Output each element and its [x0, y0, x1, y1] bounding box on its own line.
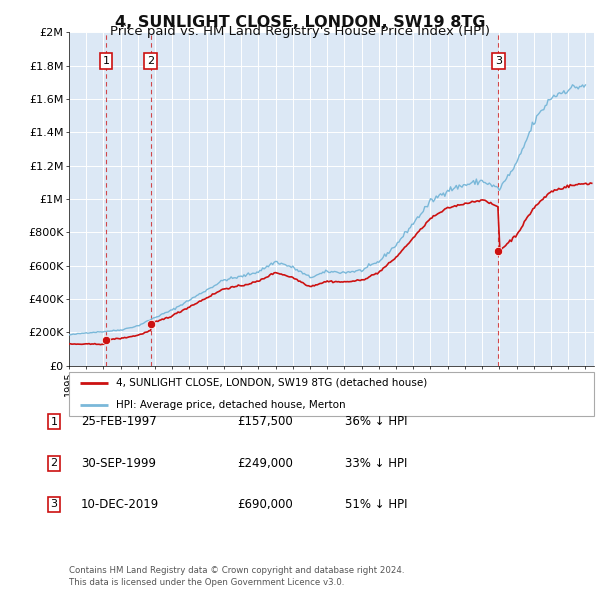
Text: 4, SUNLIGHT CLOSE, LONDON, SW19 8TG (detached house): 4, SUNLIGHT CLOSE, LONDON, SW19 8TG (det… [116, 378, 427, 388]
Text: 3: 3 [495, 56, 502, 65]
Text: Contains HM Land Registry data © Crown copyright and database right 2024.
This d: Contains HM Land Registry data © Crown c… [69, 566, 404, 587]
FancyBboxPatch shape [69, 372, 594, 416]
Text: 3: 3 [50, 500, 58, 509]
Text: 2: 2 [50, 458, 58, 468]
Text: 33% ↓ HPI: 33% ↓ HPI [345, 457, 407, 470]
Text: 4, SUNLIGHT CLOSE, LONDON, SW19 8TG: 4, SUNLIGHT CLOSE, LONDON, SW19 8TG [115, 15, 485, 30]
Text: 10-DEC-2019: 10-DEC-2019 [81, 498, 159, 511]
Text: £249,000: £249,000 [237, 457, 293, 470]
Text: HPI: Average price, detached house, Merton: HPI: Average price, detached house, Mert… [116, 400, 346, 410]
Text: 25-FEB-1997: 25-FEB-1997 [81, 415, 157, 428]
Text: 36% ↓ HPI: 36% ↓ HPI [345, 415, 407, 428]
Text: 2: 2 [147, 56, 154, 65]
Text: 1: 1 [103, 56, 110, 65]
Text: Price paid vs. HM Land Registry's House Price Index (HPI): Price paid vs. HM Land Registry's House … [110, 25, 490, 38]
Text: £690,000: £690,000 [237, 498, 293, 511]
Text: 1: 1 [50, 417, 58, 427]
Text: £157,500: £157,500 [237, 415, 293, 428]
Text: 30-SEP-1999: 30-SEP-1999 [81, 457, 156, 470]
Text: 51% ↓ HPI: 51% ↓ HPI [345, 498, 407, 511]
